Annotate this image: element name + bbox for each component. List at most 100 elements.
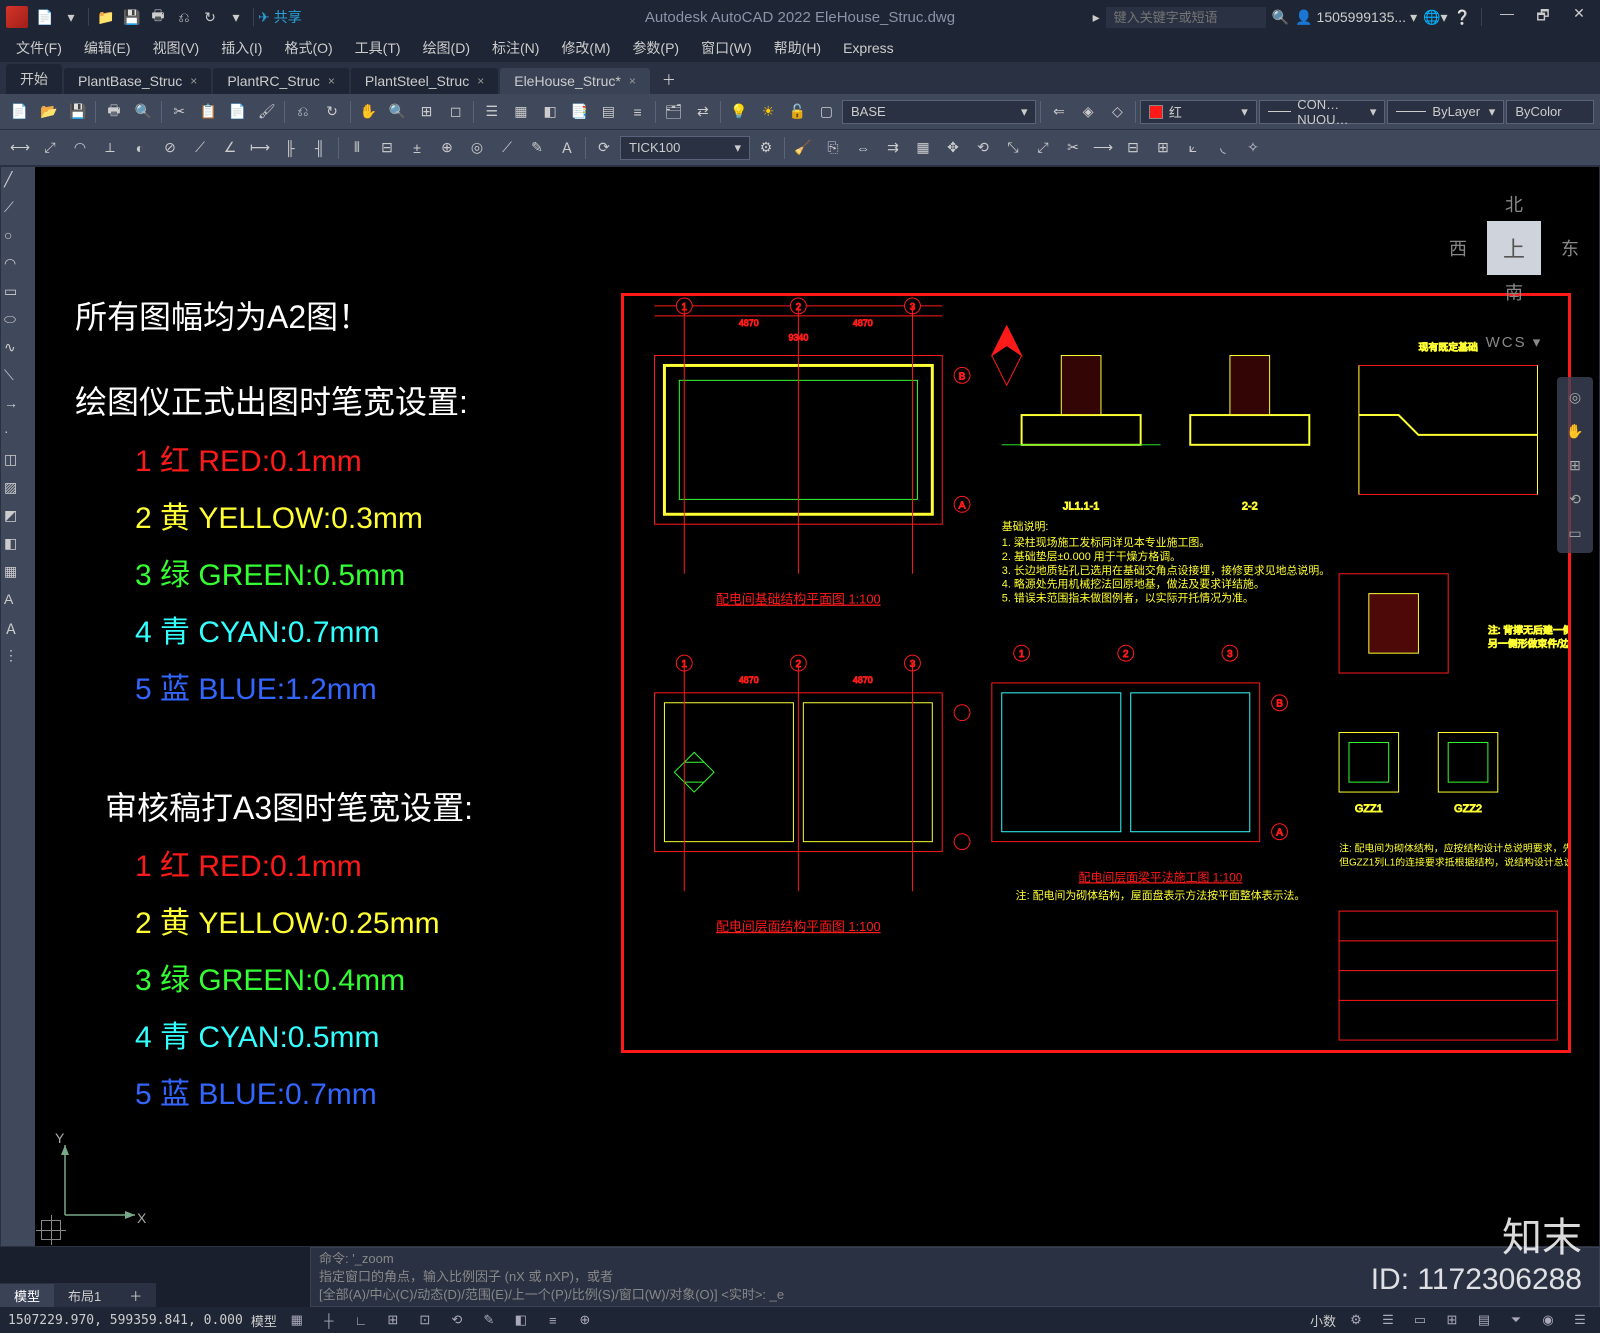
qat-new-icon[interactable]: 📄 [32, 4, 58, 30]
mtext-icon[interactable]: Ａ [4, 619, 32, 645]
match-icon[interactable]: 🖌 [253, 98, 280, 126]
block-icon[interactable]: ◫ [4, 451, 32, 477]
ortho-icon[interactable]: ∟ [349, 1310, 373, 1330]
tol-icon[interactable]: ± [403, 134, 431, 162]
erase-icon[interactable]: 🧹 [789, 134, 817, 162]
gradient-icon[interactable]: ◩ [4, 507, 32, 533]
linetype-select[interactable]: CON…NUOU…▾ [1259, 100, 1386, 124]
drawing-canvas[interactable]: 所有图幅均为A2图！ 绘图仪正式出图时笔宽设置: 1 红 RED:0.1mm2 … [35, 167, 1599, 1246]
web-icon[interactable]: 🌐▾ [1423, 9, 1447, 26]
preview-icon[interactable]: 🔍 [130, 98, 157, 126]
menu-express[interactable]: Express [833, 40, 904, 56]
dyn-icon[interactable]: ≡ [541, 1310, 565, 1330]
layer-mgr-icon[interactable]: 🗂 [660, 98, 687, 126]
mm-icon[interactable]: ▤ [595, 98, 622, 126]
orbit-icon[interactable]: ⟲ [1561, 485, 1589, 513]
showm-icon[interactable]: ▭ [1561, 519, 1589, 547]
arc-icon[interactable]: ◠ [4, 255, 32, 281]
viewcube-face[interactable]: 上 [1487, 221, 1541, 275]
viewcube[interactable]: 北 西 上 东 南 WCS ▾ [1449, 191, 1579, 351]
zoom-ext-icon[interactable]: ⊞ [413, 98, 440, 126]
lock-icon[interactable]: 🔓 [784, 98, 811, 126]
layer-color-icon[interactable]: ▢ [813, 98, 840, 126]
dimstyle-select[interactable]: TICK100▾ [620, 136, 750, 160]
paste-icon[interactable]: 📄 [224, 98, 251, 126]
dim-jog-icon[interactable]: ⟋ [186, 134, 214, 162]
customize-icon[interactable]: ☰ [1568, 1310, 1592, 1330]
search-run-icon[interactable]: ▸ [1093, 9, 1100, 26]
extend-icon[interactable]: ⟶ [1089, 134, 1117, 162]
3dosnap-icon[interactable]: ⟲ [445, 1310, 469, 1330]
join-icon[interactable]: ⊞ [1149, 134, 1177, 162]
zoom-ext-icon[interactable]: ⊞ [1561, 451, 1589, 479]
move-icon[interactable]: ✥ [939, 134, 967, 162]
sb-d-icon[interactable]: ⊞ [1440, 1310, 1464, 1330]
tab-add-button[interactable]: ＋ [652, 66, 686, 94]
dim-aligned-icon[interactable]: ⤢ [36, 134, 64, 162]
osnap-icon[interactable]: ⊡ [413, 1310, 437, 1330]
dim-update-icon[interactable]: ⟳ [590, 134, 618, 162]
tab-layout1[interactable]: 布局1 [54, 1284, 115, 1307]
dim-arc-icon[interactable]: ◠ [66, 134, 94, 162]
polar-icon[interactable]: ⊞ [381, 1310, 405, 1330]
rotate-icon[interactable]: ⟲ [969, 134, 997, 162]
wheel-icon[interactable]: ◎ [1561, 383, 1589, 411]
chamfer-icon[interactable]: ⟀ [1179, 134, 1207, 162]
copy2-icon[interactable]: ⎘ [819, 134, 847, 162]
tab-close-icon[interactable]: × [190, 74, 197, 88]
menu-insert[interactable]: 插入(I) [211, 38, 272, 58]
new-icon[interactable]: 📄 [6, 98, 33, 126]
qat-print-icon[interactable]: 🖶 [145, 4, 171, 30]
region-icon[interactable]: ◧ [4, 535, 32, 561]
layer-states-icon[interactable]: ⇄ [689, 98, 716, 126]
menu-draw[interactable]: 绘图(D) [413, 38, 480, 58]
dim-break-icon[interactable]: ⊟ [373, 134, 401, 162]
menu-view[interactable]: 视图(V) [143, 38, 210, 58]
jog-line-icon[interactable]: ⟋ [493, 134, 521, 162]
dim-ord-icon[interactable]: ⟂ [96, 134, 124, 162]
prop-icon[interactable]: ☰ [478, 98, 505, 126]
line-icon[interactable]: ╱ [4, 171, 32, 197]
menu-window[interactable]: 窗口(W) [691, 38, 762, 58]
otrack-icon[interactable]: ✎ [477, 1310, 501, 1330]
sun-icon[interactable]: ☀ [755, 98, 782, 126]
viewcube-wcs[interactable]: WCS ▾ [1449, 333, 1579, 351]
text-icon[interactable]: A [4, 591, 32, 617]
ray-icon[interactable]: → [4, 395, 32, 421]
ducs-icon[interactable]: ◧ [509, 1310, 533, 1330]
close-button[interactable]: ✕ [1564, 5, 1594, 29]
dim-rad-icon[interactable]: ◐ [126, 134, 154, 162]
menu-tools[interactable]: 工具(T) [345, 38, 411, 58]
dim-quick-icon[interactable]: ⟼ [246, 134, 274, 162]
qat-redo-icon[interactable]: ↻ [197, 4, 223, 30]
ellipse-icon[interactable]: ⬭ [4, 311, 32, 337]
lineweight-select[interactable]: ByLayer▾ [1387, 100, 1504, 124]
dim-tedit-icon[interactable]: Ａ [553, 134, 581, 162]
pan-icon[interactable]: ✋ [355, 98, 382, 126]
status-mode[interactable]: 模型 [251, 1311, 277, 1330]
tab-start[interactable]: 开始 [6, 64, 62, 94]
zoom-win-icon[interactable]: ◻ [442, 98, 469, 126]
stretch-icon[interactable]: ⤢ [1029, 134, 1057, 162]
qat-undo-icon[interactable]: ⎌ [171, 4, 197, 30]
qc-icon[interactable]: ≡ [624, 98, 651, 126]
tab-elehouse[interactable]: EleHouse_Struc*× [500, 68, 650, 94]
minimize-button[interactable]: — [1492, 5, 1522, 29]
sb-e-icon[interactable]: ▤ [1472, 1310, 1496, 1330]
cut-icon[interactable]: ✂ [166, 98, 193, 126]
sb-g-icon[interactable]: ◉ [1536, 1310, 1560, 1330]
qat-save-icon[interactable]: 💾 [119, 4, 145, 30]
user-menu[interactable]: 👤 1505999135... ▾ [1295, 9, 1417, 26]
dimstyle-mgr-icon[interactable]: ⚙ [752, 134, 780, 162]
sb-a-icon[interactable]: ⚙ [1344, 1310, 1368, 1330]
menu-dimension[interactable]: 标注(N) [482, 38, 549, 58]
center-icon[interactable]: ⊕ [433, 134, 461, 162]
dim-linear-icon[interactable]: ⟷ [6, 134, 34, 162]
bulb-icon[interactable]: 💡 [725, 98, 752, 126]
mirror-icon[interactable]: ⇔ [849, 134, 877, 162]
dim-edit-icon[interactable]: ✎ [523, 134, 551, 162]
tab-plantrc[interactable]: PlantRC_Struc× [213, 68, 349, 94]
status-units[interactable]: 小数 [1310, 1311, 1336, 1330]
grid-icon[interactable]: ▦ [285, 1310, 309, 1330]
lwt-icon[interactable]: ⊕ [573, 1310, 597, 1330]
